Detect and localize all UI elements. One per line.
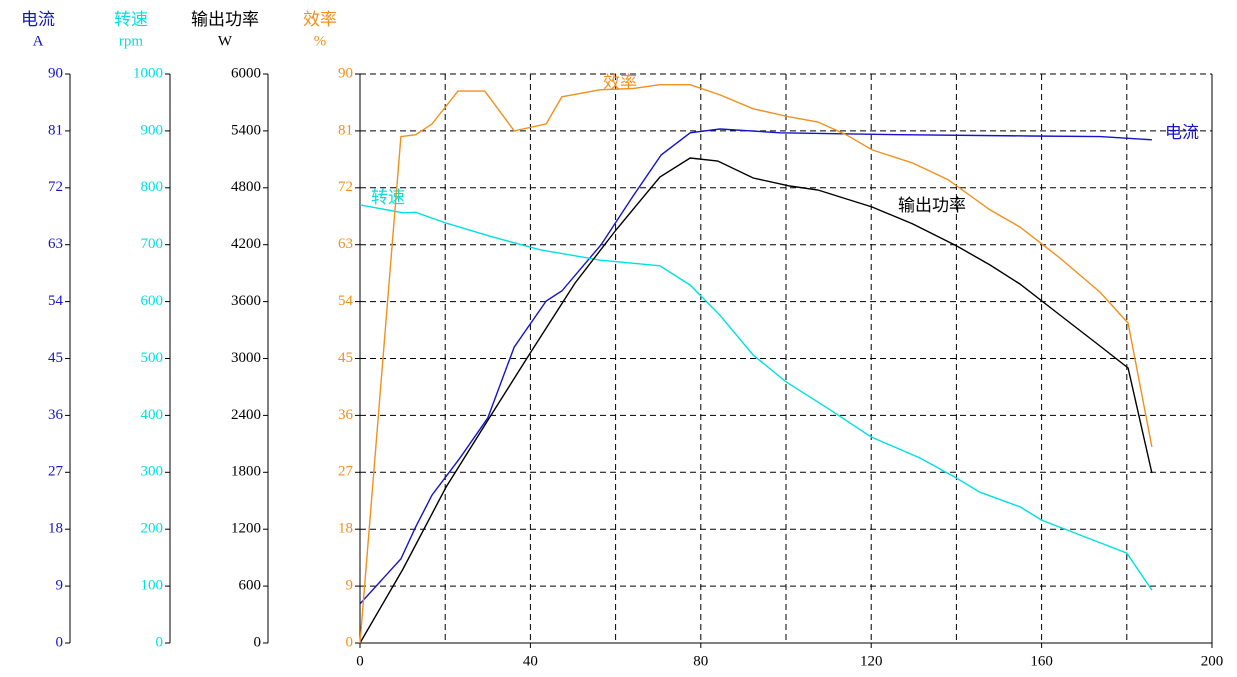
y-tick-label: 63 xyxy=(338,236,353,252)
y-tick-label: 500 xyxy=(141,350,164,366)
series-line xyxy=(359,157,1153,644)
y-tick-label: 45 xyxy=(338,350,353,366)
y-tick-label: 1200 xyxy=(231,521,261,537)
y-tick-label: 54 xyxy=(338,293,354,309)
axis-unit: % xyxy=(314,33,327,49)
axis-header: 转速 xyxy=(114,10,148,30)
y-tick-label: 3600 xyxy=(231,293,261,309)
y-tick-label: 81 xyxy=(338,122,353,138)
axis-unit: A xyxy=(33,33,44,49)
series-line xyxy=(359,204,1153,591)
y-tick-label: 0 xyxy=(156,634,164,650)
y-tick-label: 9 xyxy=(346,578,354,594)
y-tick-label: 2400 xyxy=(231,407,261,423)
y-tick-label: 27 xyxy=(338,464,354,480)
axis-header: 电流 xyxy=(21,10,55,30)
y-tick-label: 63 xyxy=(48,236,63,252)
y-tick-label: 300 xyxy=(141,464,164,480)
series-line xyxy=(359,84,1153,644)
x-tick-label: 200 xyxy=(1201,653,1224,669)
axis-header: 输出功率 xyxy=(191,10,259,30)
y-tick-label: 27 xyxy=(48,464,64,480)
y-tick-label: 400 xyxy=(141,407,164,423)
y-tick-label: 600 xyxy=(141,293,164,309)
y-tick-label: 72 xyxy=(338,179,353,195)
y-tick-label: 4800 xyxy=(231,179,261,195)
y-tick-label: 9 xyxy=(56,578,64,594)
axis-unit: rpm xyxy=(119,33,143,49)
y-tick-label: 200 xyxy=(141,521,164,537)
x-tick-label: 0 xyxy=(356,653,364,669)
y-tick-label: 100 xyxy=(141,578,164,594)
y-tick-label: 81 xyxy=(48,122,63,138)
axis-unit: W xyxy=(218,33,233,49)
y-tick-label: 1800 xyxy=(231,464,261,480)
y-tick-label: 1000 xyxy=(133,65,163,81)
x-tick-label: 80 xyxy=(693,653,708,669)
y-tick-label: 36 xyxy=(48,407,64,423)
y-tick-label: 18 xyxy=(338,521,353,537)
y-tick-label: 90 xyxy=(338,65,353,81)
x-tick-label: 160 xyxy=(1030,653,1053,669)
y-tick-label: 54 xyxy=(48,293,64,309)
y-tick-label: 18 xyxy=(48,521,63,537)
y-tick-label: 5400 xyxy=(231,122,261,138)
y-tick-label: 90 xyxy=(48,65,63,81)
y-tick-label: 700 xyxy=(141,236,164,252)
y-tick-label: 0 xyxy=(346,634,354,650)
axis-header: 效率 xyxy=(303,10,337,30)
y-tick-label: 800 xyxy=(141,179,164,195)
y-tick-label: 0 xyxy=(254,634,262,650)
y-tick-label: 600 xyxy=(239,578,262,594)
y-tick-label: 3000 xyxy=(231,350,261,366)
series-line xyxy=(359,128,1152,605)
series-label: 效率 xyxy=(603,73,637,93)
y-tick-label: 72 xyxy=(48,179,63,195)
y-tick-label: 6000 xyxy=(231,65,261,81)
series-label: 电流 xyxy=(1165,123,1199,143)
x-tick-label: 120 xyxy=(860,653,883,669)
x-tick-label: 40 xyxy=(523,653,538,669)
series-label: 转速 xyxy=(371,188,405,208)
y-tick-label: 900 xyxy=(141,122,164,138)
y-tick-label: 45 xyxy=(48,350,63,366)
y-tick-label: 0 xyxy=(56,634,64,650)
y-tick-label: 36 xyxy=(338,407,354,423)
series-label: 输出功率 xyxy=(898,196,966,216)
y-tick-label: 4200 xyxy=(231,236,261,252)
